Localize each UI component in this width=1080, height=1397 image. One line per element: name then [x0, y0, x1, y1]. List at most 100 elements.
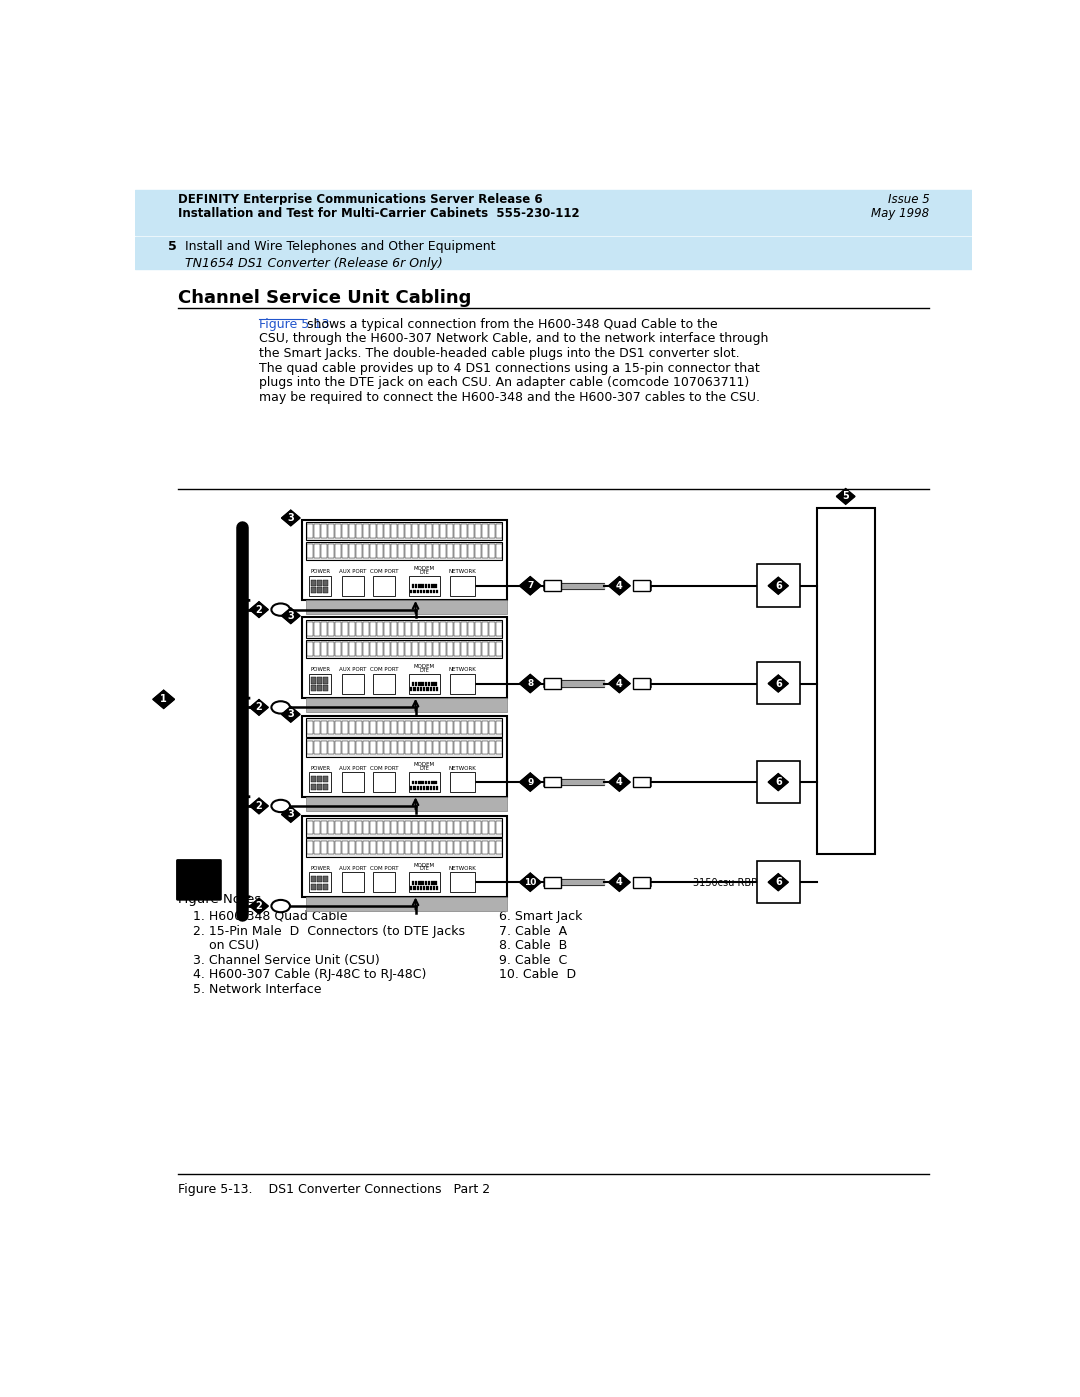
Bar: [323, 784, 328, 789]
Bar: [447, 841, 453, 855]
Bar: [433, 721, 438, 735]
Bar: [307, 819, 502, 837]
Bar: [419, 545, 424, 557]
Text: 5: 5: [167, 240, 176, 253]
Bar: [496, 841, 501, 855]
Bar: [427, 524, 432, 538]
Bar: [307, 718, 502, 736]
Polygon shape: [608, 773, 631, 791]
Bar: [349, 721, 354, 735]
Bar: [363, 643, 368, 655]
Bar: [306, 897, 507, 911]
Bar: [399, 820, 404, 834]
Text: 6: 6: [774, 777, 782, 787]
Polygon shape: [153, 690, 175, 708]
Bar: [430, 886, 432, 890]
Text: COM PORT: COM PORT: [369, 666, 399, 672]
Polygon shape: [768, 873, 788, 891]
Bar: [307, 838, 502, 856]
Bar: [436, 886, 438, 890]
Bar: [413, 524, 418, 538]
Bar: [461, 622, 467, 636]
Bar: [420, 687, 422, 692]
Polygon shape: [768, 675, 788, 692]
Bar: [408, 673, 440, 693]
Bar: [433, 545, 438, 557]
Bar: [433, 787, 435, 789]
Bar: [408, 576, 440, 595]
Bar: [496, 545, 501, 557]
Bar: [415, 880, 417, 884]
Bar: [342, 721, 348, 735]
Bar: [356, 721, 362, 735]
Bar: [418, 682, 420, 686]
Bar: [544, 777, 562, 788]
Text: 2: 2: [256, 800, 262, 812]
Bar: [430, 590, 432, 594]
Bar: [428, 781, 430, 784]
Bar: [461, 545, 467, 557]
Bar: [468, 524, 473, 538]
Bar: [433, 643, 438, 655]
Text: Installation and Test for Multi-Carrier Cabinets  555-230-112: Installation and Test for Multi-Carrier …: [177, 207, 579, 219]
Bar: [335, 820, 340, 834]
Text: 7. Cable  A: 7. Cable A: [499, 925, 567, 937]
Bar: [410, 787, 413, 789]
Bar: [475, 841, 481, 855]
Text: 3: 3: [287, 513, 294, 522]
Bar: [384, 820, 390, 834]
Bar: [311, 678, 315, 683]
Bar: [342, 673, 364, 693]
Bar: [411, 781, 414, 784]
Text: 9. Cable  C: 9. Cable C: [499, 954, 567, 967]
Bar: [475, 643, 481, 655]
Bar: [405, 721, 410, 735]
Bar: [489, 721, 495, 735]
Bar: [306, 698, 507, 712]
Bar: [414, 590, 416, 594]
Bar: [342, 545, 348, 557]
Text: 4. H600-307 Cable (RJ-48C to RJ-48C): 4. H600-307 Cable (RJ-48C to RJ-48C): [193, 968, 427, 982]
Bar: [370, 622, 376, 636]
Text: AUX PORT: AUX PORT: [339, 766, 366, 771]
Bar: [414, 687, 416, 692]
Bar: [311, 580, 315, 585]
Bar: [307, 721, 312, 735]
Bar: [423, 590, 426, 594]
Bar: [454, 524, 460, 538]
Text: DTE: DTE: [419, 668, 429, 673]
Bar: [301, 520, 507, 601]
Bar: [349, 841, 354, 855]
Bar: [489, 622, 495, 636]
Bar: [414, 787, 416, 789]
Bar: [411, 584, 414, 588]
Bar: [399, 643, 404, 655]
Bar: [363, 622, 368, 636]
Bar: [342, 576, 364, 595]
Bar: [424, 682, 427, 686]
Text: 4: 4: [616, 777, 623, 787]
Bar: [414, 886, 416, 890]
Polygon shape: [519, 577, 541, 595]
Bar: [482, 721, 487, 735]
Bar: [399, 524, 404, 538]
Bar: [431, 584, 433, 588]
Bar: [482, 545, 487, 557]
Bar: [342, 740, 348, 754]
Bar: [349, 524, 354, 538]
Bar: [377, 524, 382, 538]
Bar: [328, 841, 334, 855]
Text: 6: 6: [774, 877, 782, 887]
Bar: [417, 590, 419, 594]
Bar: [428, 682, 430, 686]
Bar: [301, 617, 507, 698]
Bar: [421, 781, 423, 784]
Bar: [461, 643, 467, 655]
Bar: [482, 643, 487, 655]
Text: Install and Wire Telephones and Other Equipment: Install and Wire Telephones and Other Eq…: [186, 240, 496, 253]
Text: 8: 8: [527, 679, 534, 689]
Bar: [441, 820, 446, 834]
Bar: [391, 545, 396, 557]
Text: MODEM: MODEM: [414, 763, 434, 767]
Text: MODEM: MODEM: [414, 566, 434, 571]
